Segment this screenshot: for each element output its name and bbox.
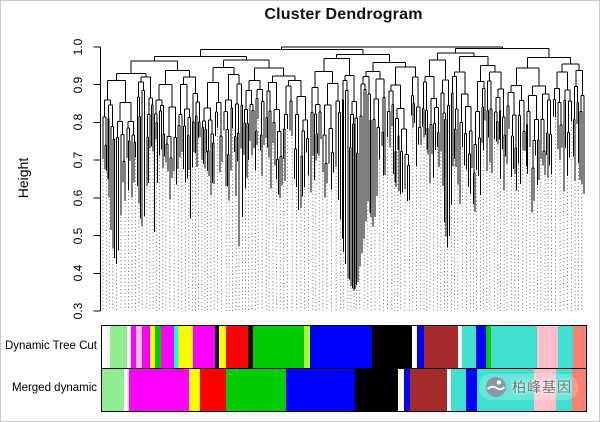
module-color-segment [225, 326, 249, 368]
module-color-segment [451, 369, 467, 411]
row-label-merged-dynamic: Merged dynamic [11, 382, 97, 394]
module-color-segment [398, 369, 404, 411]
module-color-segment [102, 369, 124, 411]
module-color-segment [412, 326, 418, 368]
module-color-segment [423, 326, 458, 368]
module-color-segment [128, 369, 190, 411]
module-color-segment [225, 369, 287, 411]
y-tick-label: 0.5 [71, 227, 85, 244]
module-color-segment [253, 326, 304, 368]
module-color-segment [417, 326, 424, 368]
watermark: 柏峰基因 [479, 374, 578, 400]
module-color-row-merged-dynamic [101, 368, 587, 412]
chart-title: Cluster Dendrogram [264, 6, 423, 23]
module-color-segment [410, 369, 447, 411]
module-color-segment [537, 326, 558, 368]
module-color-segment [491, 326, 538, 368]
module-color-segment [127, 326, 132, 368]
module-color-segment [248, 326, 254, 368]
module-color-segment [150, 326, 156, 368]
module-color-segment [466, 369, 477, 411]
module-color-segment [571, 369, 586, 411]
module-color-segment [177, 326, 193, 368]
module-color-row-dynamic-tree-cut [101, 325, 587, 369]
module-color-segment [102, 326, 111, 368]
watermark-logo-icon [486, 377, 506, 397]
module-color-segment [309, 326, 373, 368]
y-tick-label: 0.3 [71, 302, 85, 320]
module-color-segment [372, 326, 413, 368]
module-color-segment [218, 326, 226, 368]
module-color-segment [131, 326, 137, 368]
y-tick-label: 0.8 [71, 114, 85, 131]
module-color-segment [534, 369, 556, 411]
module-color-segment [200, 369, 226, 411]
module-color-segment [446, 369, 452, 411]
module-color-segment [155, 326, 162, 368]
y-axis [93, 46, 101, 312]
module-color-bars [101, 325, 587, 412]
module-color-segment [475, 326, 487, 368]
module-color-segment [142, 326, 151, 368]
module-color-segment [403, 369, 411, 411]
module-color-segment [555, 369, 572, 411]
module-color-segment [123, 369, 129, 411]
module-color-segment [110, 326, 128, 368]
module-color-segment [457, 326, 462, 368]
module-color-segment [355, 369, 399, 411]
row-label-dynamic-tree-cut: Dynamic Tree Cut [4, 340, 97, 352]
module-color-segment [136, 326, 143, 368]
module-color-segment [557, 326, 573, 368]
module-color-segment [173, 326, 178, 368]
y-tick-label: 0.7 [71, 151, 85, 169]
module-color-segment [214, 326, 219, 368]
module-color-segment [303, 326, 310, 368]
module-color-segment [161, 326, 174, 368]
module-color-segment [486, 326, 492, 368]
module-color-segment [461, 326, 476, 368]
watermark-text: 柏峰基因 [512, 379, 572, 395]
module-color-segment [192, 326, 215, 368]
y-tick-label: 1.0 [71, 38, 85, 56]
y-axis-title: Height [15, 157, 31, 199]
y-tick-label: 0.6 [71, 189, 85, 207]
module-color-segment [572, 326, 586, 368]
y-tick-label: 0.4 [71, 264, 85, 282]
y-tick-label: 0.9 [71, 76, 85, 94]
module-color-segment [286, 369, 356, 411]
module-color-segment [189, 369, 201, 411]
dendrogram [102, 46, 585, 311]
